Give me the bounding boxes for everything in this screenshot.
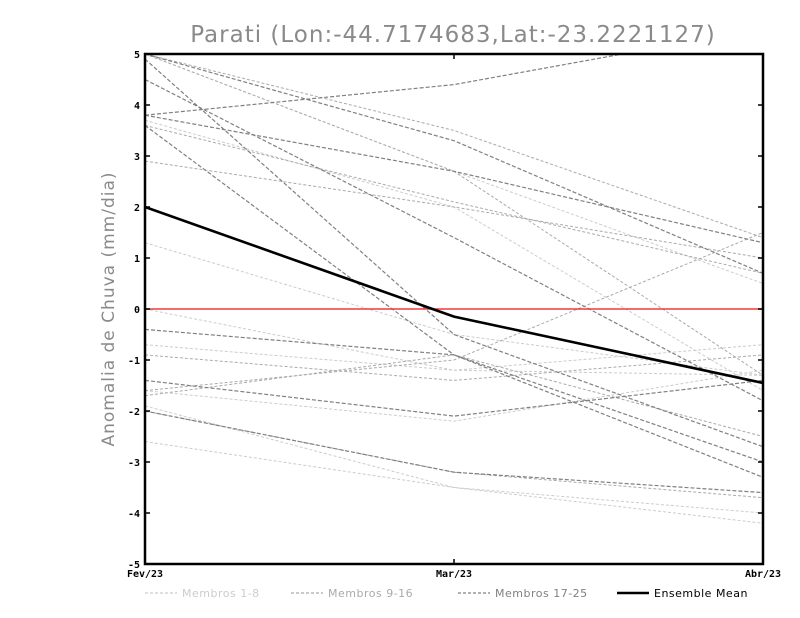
member-series-line-24 [145,379,763,417]
member-series-line-17 [145,54,626,116]
member-series-line-23 [145,328,763,478]
member-series-line-9 [145,124,763,274]
x-axis-ticks: Fev/23 Mar/23 Abr/23 [127,54,781,580]
y-tick-label: 4 [134,101,140,112]
mean-line-layer [145,205,763,385]
member-series-line-20 [145,78,763,402]
member-series-line-21 [145,58,763,448]
member-series-line-16 [145,54,763,239]
legend-label-2: Membros 9-16 [328,587,413,600]
member-series-line-10 [145,160,763,259]
series-layer [145,54,763,524]
legend: Membros 1-8 Membros 9-16 Membros 17-25 Ense… [145,587,748,600]
member-series-line-7 [145,441,763,514]
y-tick-label: -5 [128,560,140,571]
legend-label-1: Membros 1-8 [182,587,260,600]
member-series-line-12 [145,232,763,392]
member-series-line-25 [145,410,763,494]
y-tick-label: -1 [128,356,140,367]
chart-title: Parati (Lon:-44.7174683,Lat:-23.2221127) [190,22,716,48]
x-tick-label: Fev/23 [127,569,163,580]
ensemble-mean-line [145,205,763,385]
member-series-line-22 [145,124,763,463]
member-series-line-6 [145,405,763,524]
x-tick-label: Mar/23 [436,569,472,580]
y-tick-label: 3 [134,152,140,163]
x-tick-label: Abr/23 [745,569,781,580]
member-series-line-4 [145,344,763,371]
legend-label-3: Membros 17-25 [495,587,588,600]
y-tick-label: -3 [128,458,140,469]
y-tick-label: -4 [128,509,140,520]
member-series-line-18 [145,54,763,274]
y-tick-label: 0 [134,305,140,316]
member-series-line-5 [145,369,763,422]
y-axis-label: Anomalia de Chuva (mm/dia) [99,171,119,446]
y-tick-label: -2 [128,407,140,418]
y-tick-label: 5 [134,50,140,61]
y-axis-ticks: -5 -4 -3 -2 -1 0 1 2 3 4 5 [128,50,763,571]
member-series-line-11 [145,354,763,381]
member-series-line-19 [145,114,763,244]
y-tick-label: 2 [134,203,140,214]
y-tick-label: 1 [134,254,140,265]
legend-label-4: Ensemble Mean [654,587,748,600]
